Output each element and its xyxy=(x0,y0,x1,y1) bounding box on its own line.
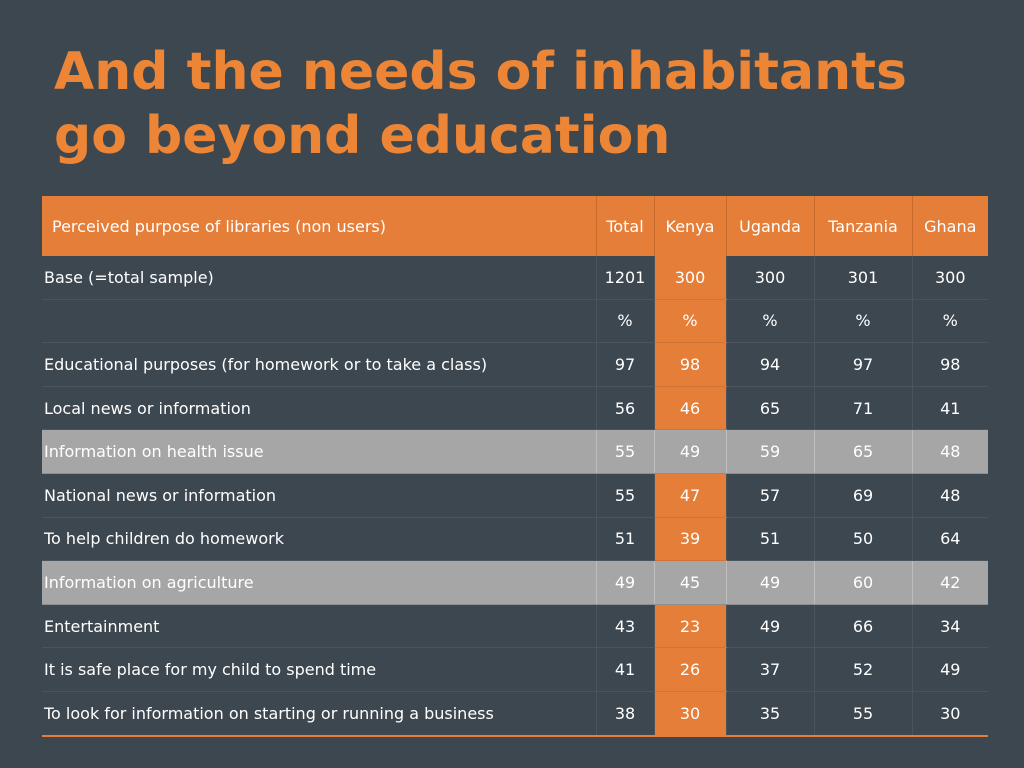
cell-kenya: 23 xyxy=(654,604,727,649)
cell-uganda: 57 xyxy=(726,473,815,518)
cell-kenya: 26 xyxy=(654,647,727,692)
cell-total: % xyxy=(596,299,655,344)
cell-ghana: 49 xyxy=(912,647,988,692)
cell-total: 1201 xyxy=(596,256,655,300)
cell-total: 56 xyxy=(596,386,655,431)
cell-uganda: 59 xyxy=(726,429,815,474)
slide-title-line-2: go beyond education xyxy=(54,106,671,166)
slide-title: And the needs of inhabitants go beyond e… xyxy=(54,40,994,168)
cell-tanzania: 301 xyxy=(814,256,913,300)
cell-kenya: 39 xyxy=(654,517,727,562)
header-uganda: Uganda xyxy=(726,196,815,256)
row-label: To help children do homework xyxy=(42,517,597,562)
table-row: To look for information on starting or r… xyxy=(42,691,988,737)
cell-uganda: 37 xyxy=(726,647,815,692)
cell-uganda: 49 xyxy=(726,604,815,649)
table-row: %%%%% xyxy=(42,299,988,344)
cell-kenya: 49 xyxy=(654,429,727,474)
cell-kenya: 98 xyxy=(654,342,727,387)
header-ghana: Ghana xyxy=(912,196,988,256)
table-body: Base (=total sample) 1201 300 300 301 300%%%%… xyxy=(42,256,988,737)
cell-uganda: % xyxy=(726,299,815,344)
cell-total: 55 xyxy=(596,429,655,474)
cell-tanzania: 65 xyxy=(814,429,913,474)
cell-uganda: 65 xyxy=(726,386,815,431)
row-label: It is safe place for my child to spend t… xyxy=(42,647,597,692)
table-row: Entertainment 43 23 49 66 34 xyxy=(42,604,988,649)
cell-ghana: 34 xyxy=(912,604,988,649)
row-label xyxy=(42,299,597,344)
table-row: Base (=total sample) 1201 300 300 301 300 xyxy=(42,256,988,300)
cell-ghana: 42 xyxy=(912,560,988,605)
cell-uganda: 49 xyxy=(726,560,815,605)
cell-ghana: 64 xyxy=(912,517,988,562)
row-label: Entertainment xyxy=(42,604,597,649)
cell-ghana: 48 xyxy=(912,473,988,518)
row-label: Base (=total sample) xyxy=(42,256,597,300)
header-total: Total xyxy=(596,196,655,256)
table-row: Educational purposes (for homework or to… xyxy=(42,342,988,387)
row-label: Educational purposes (for homework or to… xyxy=(42,342,597,387)
cell-kenya: 46 xyxy=(654,386,727,431)
row-label: Information on agriculture xyxy=(42,560,597,605)
cell-total: 41 xyxy=(596,647,655,692)
row-label: National news or information xyxy=(42,473,597,518)
header-purpose: Perceived purpose of libraries (non user… xyxy=(42,196,597,256)
cell-uganda: 51 xyxy=(726,517,815,562)
cell-tanzania: % xyxy=(814,299,913,344)
cell-ghana: 30 xyxy=(912,691,988,737)
cell-kenya: 45 xyxy=(654,560,727,605)
cell-kenya: 300 xyxy=(654,256,727,300)
cell-tanzania: 66 xyxy=(814,604,913,649)
header-kenya: Kenya xyxy=(654,196,727,256)
cell-ghana: 300 xyxy=(912,256,988,300)
row-label: Information on health issue xyxy=(42,429,597,474)
table-header-row: Perceived purpose of libraries (non user… xyxy=(42,196,988,256)
table-row: It is safe place for my child to spend t… xyxy=(42,647,988,692)
cell-tanzania: 71 xyxy=(814,386,913,431)
cell-ghana: % xyxy=(912,299,988,344)
cell-kenya: % xyxy=(654,299,727,344)
cell-uganda: 300 xyxy=(726,256,815,300)
cell-total: 38 xyxy=(596,691,655,737)
cell-kenya: 30 xyxy=(654,691,727,737)
table-row: Local news or information 56 46 65 71 41 xyxy=(42,386,988,431)
cell-tanzania: 50 xyxy=(814,517,913,562)
cell-ghana: 98 xyxy=(912,342,988,387)
cell-ghana: 41 xyxy=(912,386,988,431)
table-row: To help children do homework 51 39 51 50 64 xyxy=(42,517,988,562)
slide-title-line-1: And the needs of inhabitants xyxy=(54,42,907,102)
cell-tanzania: 97 xyxy=(814,342,913,387)
cell-total: 55 xyxy=(596,473,655,518)
cell-total: 51 xyxy=(596,517,655,562)
cell-tanzania: 69 xyxy=(814,473,913,518)
cell-uganda: 94 xyxy=(726,342,815,387)
table-row: National news or information 55 47 57 69 48 xyxy=(42,473,988,518)
table-row: Information on health issue 55 49 59 65 48 xyxy=(42,429,988,474)
header-tanzania: Tanzania xyxy=(814,196,913,256)
cell-tanzania: 60 xyxy=(814,560,913,605)
cell-tanzania: 52 xyxy=(814,647,913,692)
cell-total: 97 xyxy=(596,342,655,387)
cell-total: 43 xyxy=(596,604,655,649)
cell-kenya: 47 xyxy=(654,473,727,518)
row-label: To look for information on starting or r… xyxy=(42,691,597,737)
cell-total: 49 xyxy=(596,560,655,605)
row-label: Local news or information xyxy=(42,386,597,431)
cell-uganda: 35 xyxy=(726,691,815,737)
purpose-table: Perceived purpose of libraries (non user… xyxy=(42,196,988,737)
cell-ghana: 48 xyxy=(912,429,988,474)
table-row: Information on agriculture 49 45 49 60 42 xyxy=(42,560,988,605)
cell-tanzania: 55 xyxy=(814,691,913,737)
